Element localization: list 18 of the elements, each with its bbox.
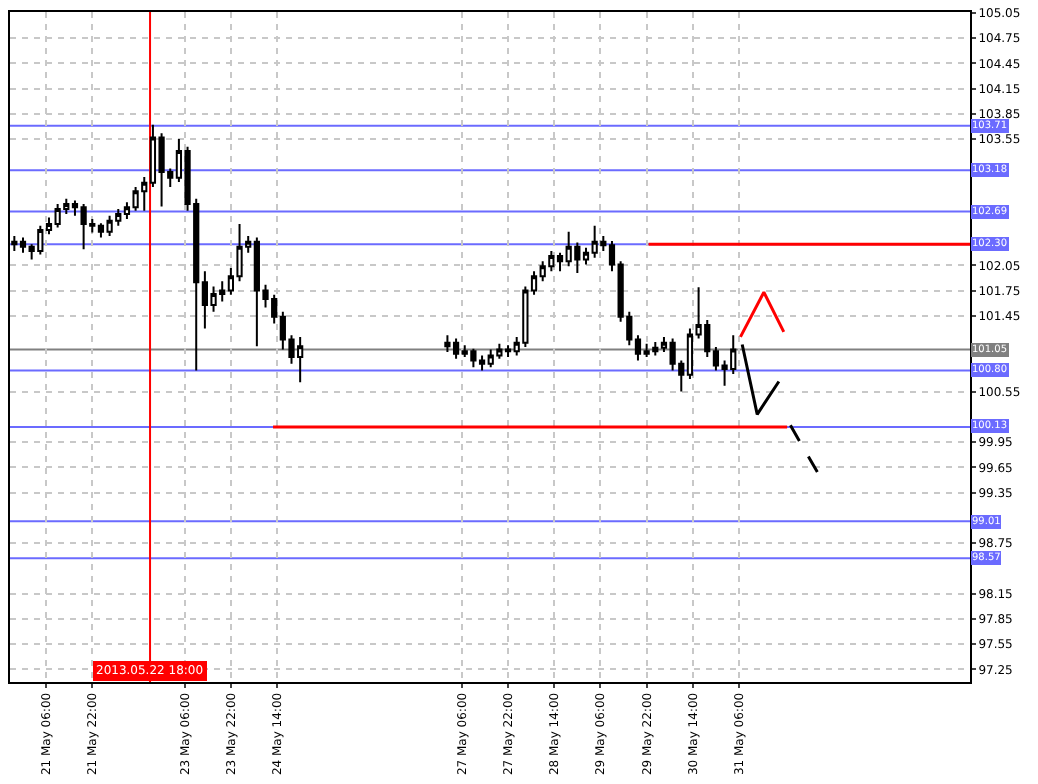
candlestick (158, 132, 165, 208)
candlestick (37, 224, 44, 256)
candlestick (504, 344, 512, 359)
candlestick (97, 222, 105, 239)
candlestick (470, 347, 477, 369)
candlestick (643, 342, 650, 359)
candlestick (591, 224, 598, 259)
candlestick (54, 202, 61, 229)
candlestick (478, 354, 486, 372)
candlestick (444, 334, 451, 354)
candlestick (565, 230, 572, 268)
candlestick (80, 202, 87, 251)
candlestick (106, 214, 113, 237)
candlestick (548, 250, 555, 273)
candlestick (652, 340, 659, 357)
candlestick (496, 342, 503, 360)
candlestick (19, 236, 27, 254)
candlestick (452, 337, 460, 360)
